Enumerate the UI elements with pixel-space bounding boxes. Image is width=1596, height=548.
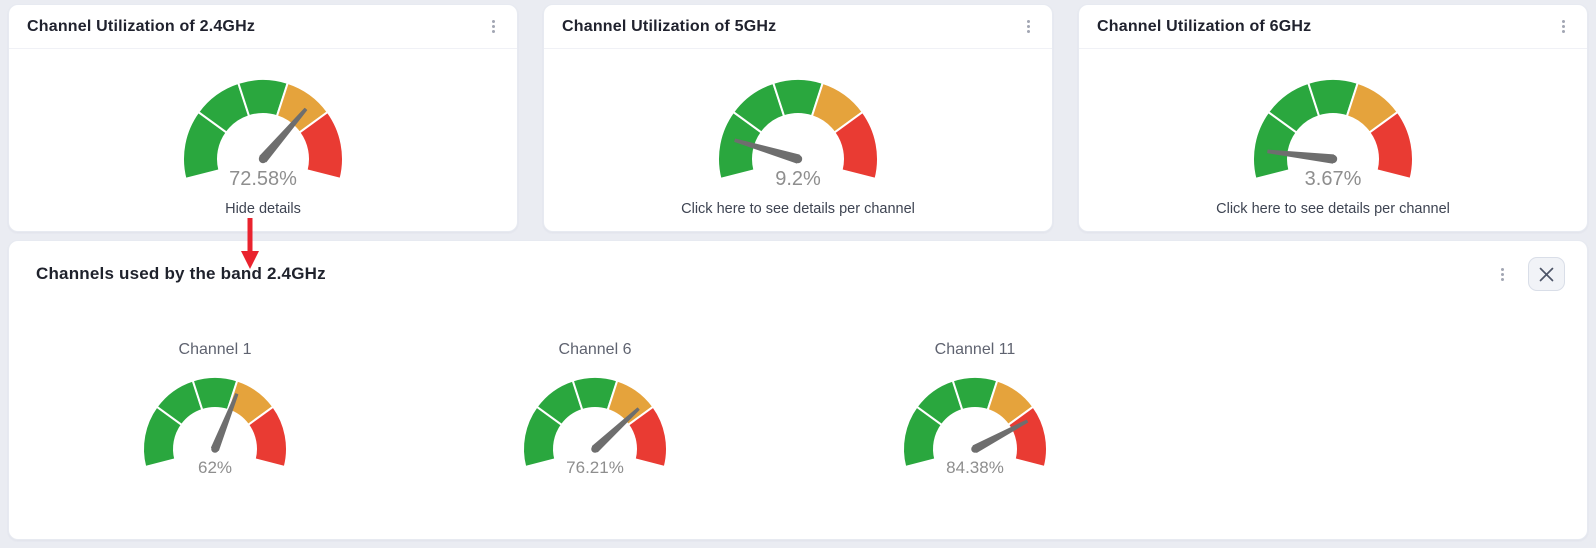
card-header: Channel Utilization of 5GHz	[544, 5, 1052, 49]
svg-text:72.58%: 72.58%	[229, 168, 297, 190]
channel-label: Channel 1	[178, 341, 252, 358]
see-details-link[interactable]: Click here to see details per channel	[681, 201, 915, 217]
kebab-menu-icon[interactable]	[1556, 15, 1571, 38]
panel-header: Channels used by the band 2.4GHz	[9, 241, 1587, 291]
channel-1-column: Channel 1 62%	[25, 341, 405, 481]
gauge-cards-row: Channel Utilization of 2.4GHz 72.58% Hid…	[0, 0, 1596, 232]
card-title: Channel Utilization of 5GHz	[562, 17, 777, 35]
card-utilization-6ghz: Channel Utilization of 6GHz 3.67% Click …	[1078, 4, 1588, 232]
svg-text:62%: 62%	[198, 458, 232, 477]
gauge-5ghz: 9.2%	[717, 78, 879, 190]
svg-text:76.21%: 76.21%	[566, 458, 624, 477]
channels-details-panel: Channels used by the band 2.4GHz Channel…	[8, 240, 1588, 540]
card-title: Channel Utilization of 2.4GHz	[27, 17, 256, 35]
svg-text:84.38%: 84.38%	[946, 458, 1004, 477]
card-header: Channel Utilization of 2.4GHz	[9, 5, 517, 49]
kebab-menu-icon[interactable]	[1495, 263, 1510, 286]
channels-row: Channel 1 62% Channel 6 76.21% Channel 1…	[9, 341, 1587, 481]
card-utilization-5ghz: Channel Utilization of 5GHz 9.2% Click h…	[543, 4, 1053, 232]
card-utilization-2-4ghz: Channel Utilization of 2.4GHz 72.58% Hid…	[8, 4, 518, 232]
x-close-icon	[1539, 267, 1554, 281]
card-title: Channel Utilization of 6GHz	[1097, 17, 1312, 35]
gauge-2-4ghz: 72.58%	[182, 78, 344, 190]
gauge-channel-11: 84.38%	[902, 376, 1048, 477]
channel-label: Channel 6	[558, 341, 632, 358]
card-body: 72.58% Hide details	[9, 49, 517, 217]
svg-text:9.2%: 9.2%	[775, 168, 821, 190]
svg-text:3.67%: 3.67%	[1305, 168, 1362, 190]
panel-title: Channels used by the band 2.4GHz	[36, 264, 326, 283]
card-body: 9.2% Click here to see details per chann…	[544, 49, 1052, 217]
gauge-channel-6: 76.21%	[522, 376, 668, 477]
channel-6-column: Channel 6 76.21%	[405, 341, 785, 481]
see-details-link[interactable]: Click here to see details per channel	[1216, 201, 1450, 217]
gauge-6ghz: 3.67%	[1252, 78, 1414, 190]
card-header: Channel Utilization of 6GHz	[1079, 5, 1587, 49]
kebab-menu-icon[interactable]	[486, 15, 501, 38]
kebab-menu-icon[interactable]	[1021, 15, 1036, 38]
close-panel-button[interactable]	[1528, 257, 1565, 291]
channel-label: Channel 11	[934, 341, 1016, 358]
panel-actions	[1495, 257, 1565, 291]
channel-11-column: Channel 11 84.38%	[785, 341, 1165, 481]
hide-details-link[interactable]: Hide details	[225, 201, 301, 217]
gauge-channel-1: 62%	[142, 376, 288, 477]
card-body: 3.67% Click here to see details per chan…	[1079, 49, 1587, 217]
